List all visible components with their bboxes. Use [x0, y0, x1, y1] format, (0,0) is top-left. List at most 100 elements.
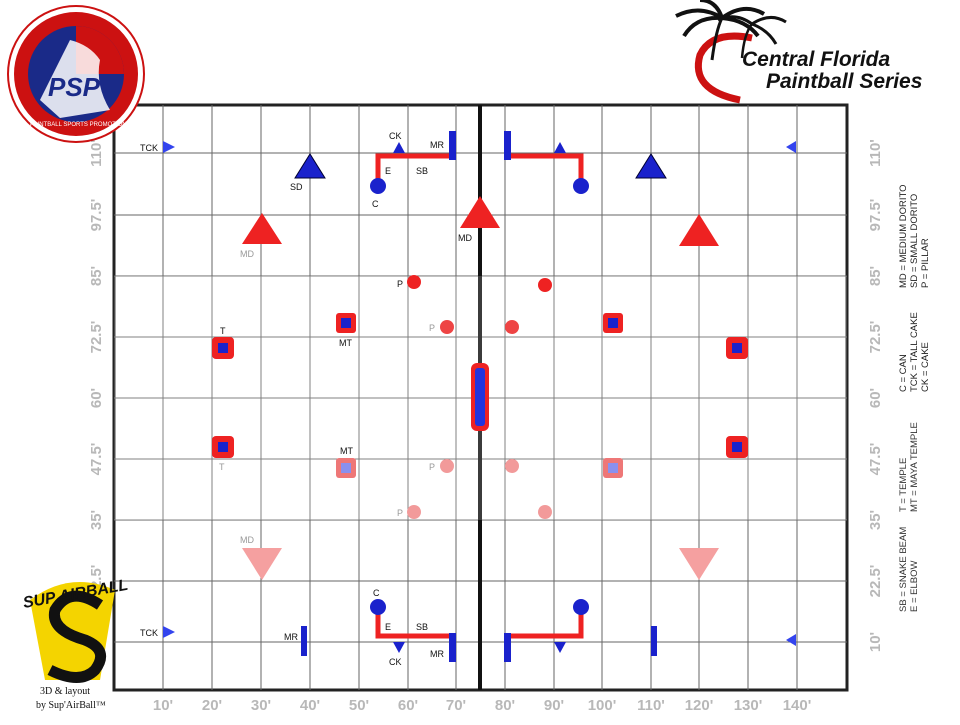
x-tick-label: 110' — [637, 697, 665, 714]
x-tick-label: 20' — [202, 697, 222, 714]
label-sd-top: SD — [290, 182, 303, 192]
label-p-3: P — [429, 323, 435, 333]
y-axis-labels-right: 10' 22.5' 35' 47.5' 60' 72.5' 85' 97.5' 110' — [867, 139, 884, 652]
label-mt-top: MT — [339, 338, 352, 348]
temple-4-core — [732, 442, 742, 452]
md-center — [460, 196, 500, 228]
legend-p: P = PILLAR — [920, 238, 931, 288]
pillar-3 — [440, 320, 454, 334]
y-tick-label: 110' — [867, 139, 884, 167]
label-ck-bottom: CK — [389, 657, 402, 667]
mr-bottom-far-left — [301, 626, 307, 656]
psp-logo: PSP PAINTBALL SPORTS PROMOTIONS — [7, 5, 145, 143]
temple-3-core — [218, 442, 228, 452]
y-tick-label: 97.5' — [88, 199, 105, 232]
label-t-bottom: T — [219, 462, 225, 472]
label-p-7: P — [397, 508, 403, 518]
label-c-bottom: C — [373, 588, 380, 598]
label-t-top: T — [220, 326, 226, 336]
y-tick-label: 97.5' — [867, 199, 884, 232]
legend-tck: TCK = TALL CAKE — [909, 312, 920, 392]
y-tick-label: 72.5' — [867, 321, 884, 354]
legend-group-3: T = TEMPLE MT = MAYA TEMPLE — [898, 422, 920, 512]
x-axis-labels: 10' 20' 30' 40' 50' 60' 70' 80' 90' 100' 110' 120' 1… — [153, 697, 811, 714]
md-bottom-right — [679, 548, 719, 580]
y-tick-label: 72.5' — [88, 321, 105, 354]
tck-marker-top-right — [786, 141, 796, 153]
legend-ck: CK = CAKE — [920, 342, 931, 392]
snake-beam-top-right — [507, 153, 584, 183]
psp-ring-text: PAINTBALL SPORTS PROMOTIONS — [30, 122, 131, 128]
sd-dorito-top-right — [635, 153, 667, 179]
y-tick-label: 85' — [867, 266, 884, 286]
mt-top-left-core — [341, 318, 351, 328]
label-mt-bottom: MT — [340, 446, 353, 456]
pillar-5 — [440, 459, 454, 473]
label-tck-bottom: TCK — [140, 628, 158, 638]
mr-top-left — [449, 131, 456, 160]
snake-beam-bottom-left — [375, 610, 452, 639]
y-tick-label: 47.5' — [88, 443, 105, 476]
legend-sb: SB = SNAKE BEAM — [898, 526, 909, 612]
legend-mt: MT = MAYA TEMPLE — [909, 422, 920, 512]
snake-beam-bottom-right — [507, 610, 584, 639]
pillar-4 — [505, 320, 519, 334]
label-sb-bottom: SB — [416, 622, 428, 632]
y-tick-label: 85' — [88, 266, 105, 286]
psp-logo-text: PSP — [48, 72, 101, 102]
legend-c: C = CAN — [898, 354, 909, 392]
label-mr-top: MR — [430, 140, 444, 150]
x-tick-label: 10' — [153, 697, 173, 714]
cfps-logo — [675, 0, 787, 104]
can-top-left — [370, 178, 386, 194]
pillar-8 — [538, 505, 552, 519]
label-p-1: P — [397, 279, 403, 289]
sup-caption-2: by Sup'AirBall™ — [36, 700, 106, 711]
can-bottom-left — [370, 599, 386, 615]
y-tick-label: 10' — [867, 632, 884, 652]
label-mr-bottom-center: MR — [430, 649, 444, 659]
md-bottom-left — [242, 548, 282, 580]
label-e-top: E — [385, 166, 391, 176]
label-md-top-left: MD — [240, 249, 254, 259]
y-tick-label: 60' — [867, 388, 884, 408]
y-tick-label: 47.5' — [867, 443, 884, 476]
x-tick-label: 100' — [588, 697, 617, 714]
y-tick-label: 60' — [88, 388, 105, 408]
cfps-title-line2: Paintball Series — [766, 70, 923, 93]
legend-sd: SD = SMALL DORITO — [909, 193, 920, 288]
ck-marker-bottom-right — [554, 642, 566, 653]
pillar-7 — [407, 505, 421, 519]
label-e-bottom: E — [385, 622, 391, 632]
label-ck-top: CK — [389, 131, 402, 141]
y-tick-label: 35' — [88, 510, 105, 530]
tck-marker-top-left — [163, 141, 175, 153]
md-top-right — [679, 214, 719, 246]
mt-bottom-left-core — [341, 463, 351, 473]
temple-1-core — [218, 343, 228, 353]
mr-bottom-far-right — [651, 626, 657, 656]
sd-dorito-top-left — [294, 153, 326, 179]
y-tick-label: 22.5' — [867, 565, 884, 598]
mr-bottom-right — [504, 633, 511, 662]
ck-marker-top-right — [554, 142, 566, 153]
x-tick-label: 90' — [544, 697, 564, 714]
tck-marker-bottom-right — [786, 634, 796, 646]
x-tick-label: 60' — [398, 697, 418, 714]
x-tick-label: 80' — [495, 697, 515, 714]
temple-2-core — [732, 343, 742, 353]
x-tick-label: 40' — [300, 697, 320, 714]
label-md-bottom: MD — [240, 535, 254, 545]
x-tick-label: 120' — [685, 697, 714, 714]
mt-bottom-right-core — [608, 463, 618, 473]
ck-marker-top-left — [393, 142, 405, 153]
legend-md: MD = MEDIUM DORITO — [898, 184, 909, 288]
center-can-core — [475, 368, 485, 426]
tck-marker-bottom-left — [163, 626, 175, 638]
pillar-1 — [407, 275, 421, 289]
y-tick-label: 35' — [867, 510, 884, 530]
snake-beam-top-left — [375, 153, 452, 183]
pillar-2 — [538, 278, 552, 292]
